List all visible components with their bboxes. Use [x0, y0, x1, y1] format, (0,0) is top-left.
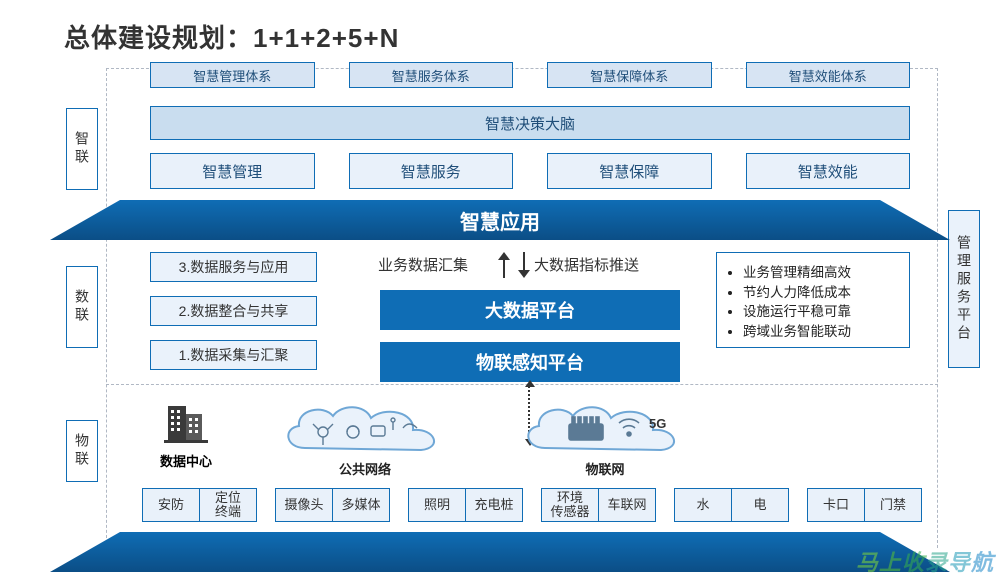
data-center: 数据中心: [160, 400, 212, 470]
arrow-label-left: 业务数据汇集: [378, 254, 468, 275]
mgmt-box-service: 智慧服务: [349, 153, 514, 189]
top-tabs: 智慧管理体系 智慧服务体系 智慧保障体系 智慧效能体系: [150, 62, 910, 88]
cloud-iot-label: 物联网: [515, 459, 695, 478]
bullet-1: 业务管理精细高效: [743, 263, 901, 283]
top-tab-mgmt: 智慧管理体系: [150, 62, 315, 88]
dev-group-5: 水 电: [674, 488, 789, 522]
top-tab-service: 智慧服务体系: [349, 62, 514, 88]
data-center-label: 数据中心: [160, 451, 212, 470]
dev-group-3: 照明 充电桩: [408, 488, 523, 522]
cloud-public-network-label: 公共网络: [275, 459, 455, 478]
left-section-shulian: 数联: [66, 266, 98, 348]
left-section-zhilian: 智联: [66, 108, 98, 190]
watermark: 马上收录导航: [856, 545, 994, 577]
bullet-2: 节约人力降低成本: [743, 283, 901, 303]
left-section-wulian: 物联: [66, 420, 98, 482]
mgmt-box-efficacy: 智慧效能: [746, 153, 911, 189]
bullet-4: 跨域业务智能联动: [743, 322, 901, 342]
big-btn-bigdata: 大数据平台: [380, 290, 680, 330]
top-tab-efficacy: 智慧效能体系: [746, 62, 911, 88]
dev-multimedia: 多媒体: [333, 488, 390, 522]
big-btn-iot: 物联感知平台: [380, 342, 680, 382]
dev-charging: 充电桩: [466, 488, 523, 522]
trapezoid-apps-label: 智慧应用: [50, 200, 950, 240]
dev-locate: 定位 终端: [200, 488, 257, 522]
cloud-iot: 5G 物联网: [515, 398, 695, 460]
mini-arrow-up: [498, 252, 510, 278]
dev-water: 水: [674, 488, 732, 522]
dev-camera: 摄像头: [275, 488, 333, 522]
svg-text:5G: 5G: [649, 416, 666, 431]
dev-group-4: 环境 传感器 车联网: [541, 488, 656, 522]
ds-step-3: 3.数据服务与应用: [150, 252, 317, 282]
top-tab-guarantee: 智慧保障体系: [547, 62, 712, 88]
mgmt-row: 智慧管理 智慧服务 智慧保障 智慧效能: [150, 153, 910, 189]
section-divider-2: [106, 384, 938, 385]
dev-security: 安防: [142, 488, 200, 522]
dev-lighting: 照明: [408, 488, 466, 522]
mgmt-box-manage: 智慧管理: [150, 153, 315, 189]
dev-group-1: 安防 定位 终端: [142, 488, 257, 522]
mini-arrow-down: [518, 252, 530, 278]
bullet-3: 设施运行平稳可靠: [743, 302, 901, 322]
building-icon: [162, 400, 210, 444]
dev-vehicle: 车联网: [599, 488, 656, 522]
page-title: 总体建设规划：1+1+2+5+N: [64, 18, 399, 55]
dev-group-2: 摄像头 多媒体: [275, 488, 390, 522]
dev-env-sensor: 环境 传感器: [541, 488, 599, 522]
mgmt-box-guarantee: 智慧保障: [547, 153, 712, 189]
ds-step-1: 1.数据采集与汇聚: [150, 340, 317, 370]
dev-group-6: 卡口 门禁: [807, 488, 922, 522]
device-row: 安防 定位 终端 摄像头 多媒体 照明 充电桩 环境 传感器 车联网 水 电 卡…: [142, 488, 922, 522]
trapezoid-apps: 智慧应用: [50, 200, 950, 240]
dev-checkpoint: 卡口: [807, 488, 865, 522]
arrow-label-right: 大数据指标推送: [534, 254, 639, 275]
bullet-box: 业务管理精细高效 节约人力降低成本 设施运行平稳可靠 跨域业务智能联动: [716, 252, 910, 348]
dev-power: 电: [732, 488, 789, 522]
cloud-public-network: 公共网络: [275, 398, 455, 460]
trapezoid-bottom: [50, 532, 950, 572]
ds-step-2: 2.数据整合与共享: [150, 296, 317, 326]
dev-access: 门禁: [865, 488, 922, 522]
right-tab-mgmt-platform: 管理服务平台: [948, 210, 980, 368]
brain-bar: 智慧决策大脑: [150, 106, 910, 140]
